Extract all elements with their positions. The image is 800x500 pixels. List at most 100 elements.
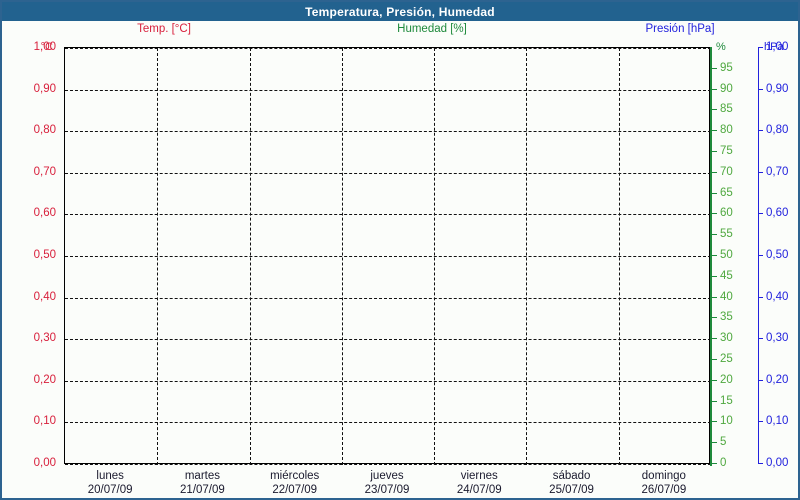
right-outer-axis-tick-label: 1,00 [766,41,789,53]
gridline-horizontal [65,464,711,465]
right-outer-axis-tick-mark [759,213,763,214]
left-axis-tick-label: 0,30 [33,332,56,344]
bottom-axis-day-date: 23/07/09 [364,484,410,496]
right-outer-axis-tick-mark [759,380,763,381]
right-outer-axis-tick-label: 0,10 [766,415,789,427]
gridline-vertical [157,48,158,465]
left-axis-unit: °C [40,41,53,53]
right-inner-axis-line [710,47,712,466]
right-outer-axis-tick-mark [759,338,763,339]
gridline-horizontal [65,422,711,423]
right-outer-axis-tick-mark [759,89,763,90]
gridline-horizontal [65,173,711,174]
bottom-axis-tick-label: sábado 25/07/09 [522,469,622,497]
right-inner-axis-tick-mark [712,68,717,69]
bottom-axis-day-name: martes [184,470,220,482]
plot-area[interactable] [64,47,711,465]
right-inner-axis-tick-mark [712,297,717,298]
gridline-horizontal [65,298,711,299]
right-inner-axis-tick-mark [712,234,717,235]
bottom-axis-day-date: 24/07/09 [456,484,502,496]
right-inner-axis-tick-label: 20 [720,374,733,386]
right-inner-axis-tick-label: 50 [720,249,733,261]
right-inner-axis-tick-label: 5 [720,436,727,448]
right-inner-axis-tick-label: 40 [720,291,733,303]
gridline-vertical [434,48,435,465]
right-inner-axis-tick-label: 15 [720,395,733,407]
right-inner-axis-tick-label: 45 [720,270,733,282]
bottom-axis-day-name: domingo [641,470,686,482]
right-outer-axis-tick-label: 0,70 [766,166,789,178]
bottom-axis-day-date: 20/07/09 [87,484,133,496]
right-inner-axis-tick-label: 75 [720,145,733,157]
bottom-axis-tick-label: martes 21/07/09 [152,469,252,497]
bottom-axis-day-date: 26/07/09 [641,484,687,496]
gridline-horizontal [65,131,711,132]
right-inner-axis-unit: % [716,41,726,53]
left-axis-tick-label: 0,10 [33,415,56,427]
window-title-bar: Temperatura, Presión, Humedad [2,2,798,21]
right-outer-axis-tick-label: 0,30 [766,332,789,344]
right-outer-axis-tick-label: 0,60 [766,207,789,219]
right-outer-axis-tick-label: 0,00 [766,457,789,469]
bottom-axis-tick-label: miércoles 22/07/09 [245,469,345,497]
right-outer-axis-tick-label: 0,50 [766,249,789,261]
right-inner-axis-tick-mark [712,89,717,90]
right-inner-axis-tick-mark [712,213,717,214]
right-outer-axis-tick-mark [759,172,763,173]
legend: Temp. [°C] Humedad [%] Presión [hPa] [2,23,798,39]
right-outer-axis-tick-mark [759,297,763,298]
right-inner-axis-tick-mark [712,359,717,360]
gridline-vertical [526,48,527,465]
right-inner-axis-tick-mark [712,401,717,402]
right-inner-axis-tick-label: 30 [720,332,733,344]
right-inner-axis-tick-mark [712,193,717,194]
right-inner-axis-tick-mark [712,463,717,464]
right-inner-axis-tick-mark [712,338,717,339]
series-svg [65,48,711,465]
right-outer-axis-tick-label: 0,20 [766,374,789,386]
legend-humidity: Humedad [%] [397,23,467,35]
bottom-axis-tick-label: domingo 26/07/09 [614,469,714,497]
gridline-vertical [619,48,620,465]
right-inner-axis-tick-label: 10 [720,415,733,427]
right-inner-axis-tick-mark [712,442,717,443]
gridline-horizontal [65,381,711,382]
bottom-axis-day-name: miércoles [270,470,320,482]
bottom-axis-day-date: 21/07/09 [180,484,225,496]
right-outer-axis-tick-label: 0,80 [766,124,789,136]
right-inner-axis-tick-mark [712,109,717,110]
right-inner-axis-tick-label: 95 [720,62,733,74]
right-inner-axis-tick-mark [712,380,717,381]
left-axis-tick-label: 0,40 [33,291,56,303]
bottom-axis-day-date: 25/07/09 [549,484,594,496]
right-inner-axis-tick-label: 60 [720,207,733,219]
right-outer-axis-tick-mark [759,421,763,422]
right-outer-axis-tick-mark [759,255,763,256]
left-axis-tick-label: 0,00 [33,457,56,469]
right-inner-axis-tick-mark [712,276,717,277]
bottom-axis-tick-label: viernes 24/07/09 [429,469,529,497]
right-outer-axis-tick-mark [759,47,763,48]
legend-pressure: Presión [hPa] [645,23,715,35]
right-outer-axis-tick-label: 0,90 [766,83,789,95]
left-axis-tick-label: 0,20 [33,374,56,386]
left-axis-tick-label: 0,90 [33,83,56,95]
left-axis-tick-label: 0,70 [33,166,56,178]
gridline-horizontal [65,214,711,215]
right-inner-axis-tick-label: 65 [720,187,733,199]
gridline-vertical [250,48,251,465]
gridline-horizontal [65,90,711,91]
right-inner-axis-tick-label: 70 [720,166,733,178]
right-inner-axis-tick-label: 0 [720,457,727,469]
bottom-axis-day-name: sábado [552,470,591,482]
right-outer-axis-tick-mark [759,463,763,464]
bottom-axis-tick-label: lunes 20/07/09 [60,469,160,497]
gridline-horizontal [65,339,711,340]
gridline-horizontal [65,256,711,257]
right-inner-axis-tick-label: 35 [720,311,733,323]
gridline-vertical [342,48,343,465]
bottom-axis-day-name: viernes [460,470,498,482]
right-outer-axis-tick-label: 0,40 [766,291,789,303]
